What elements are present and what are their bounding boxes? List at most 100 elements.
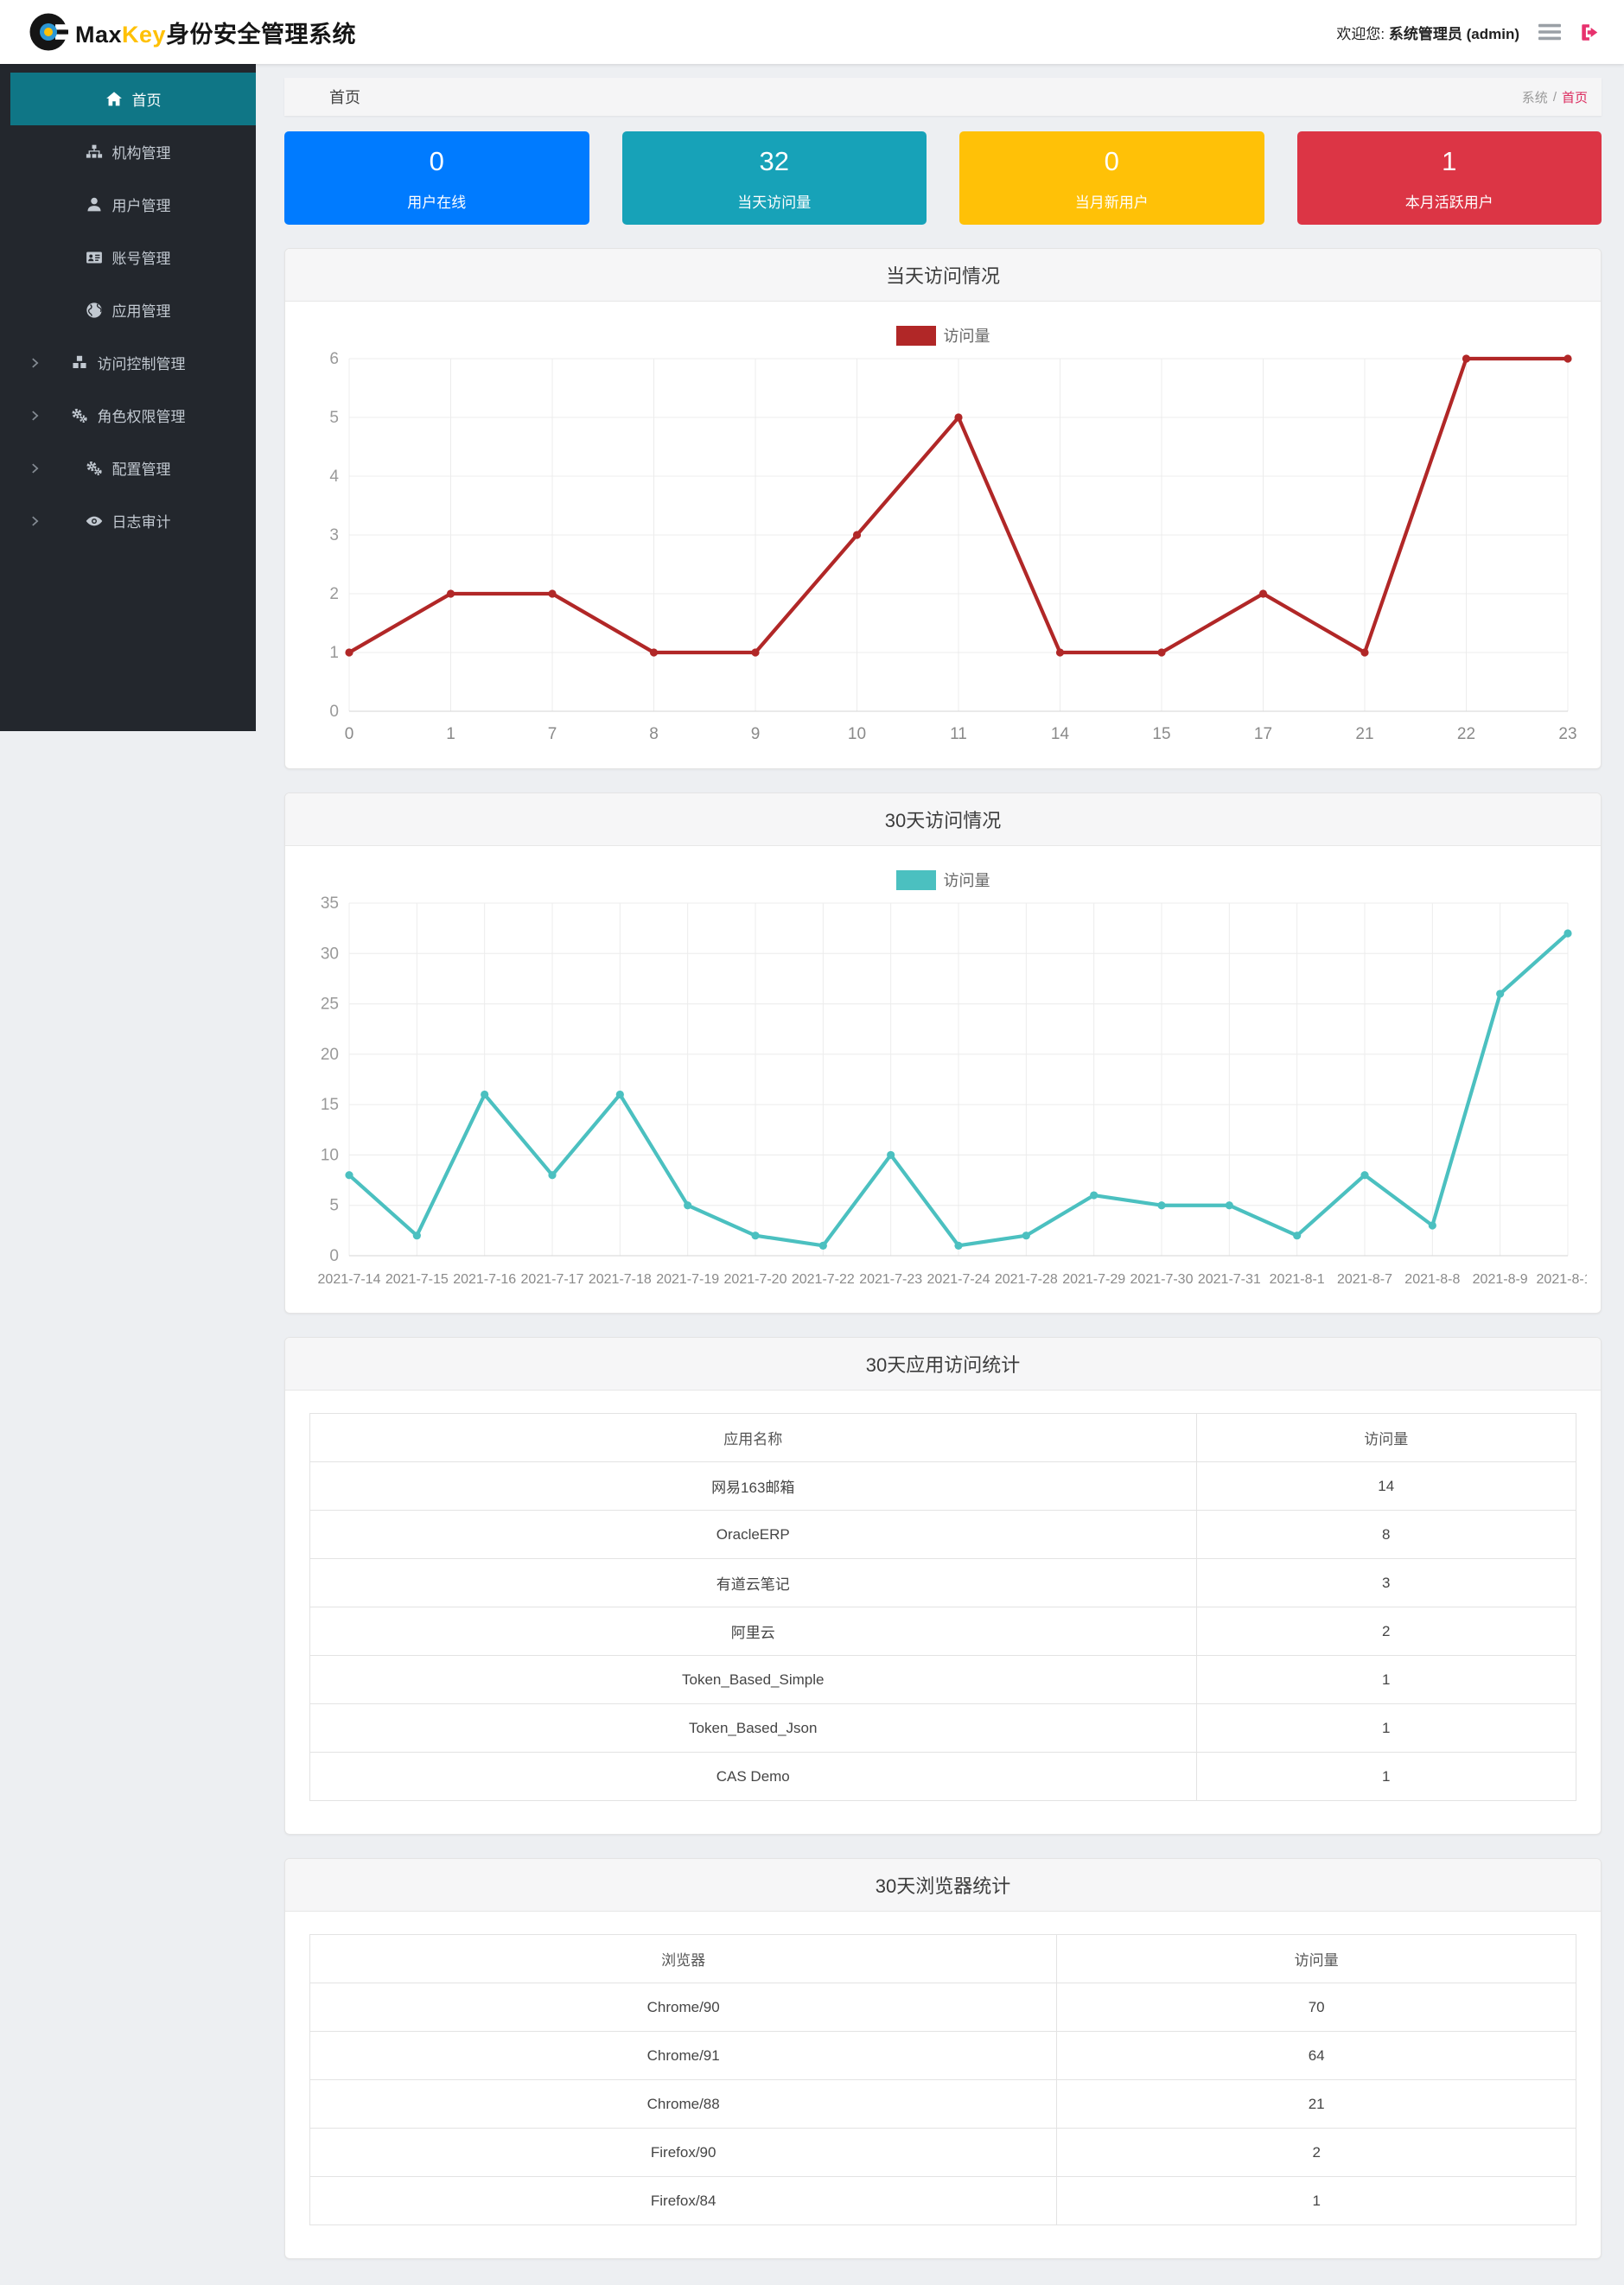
svg-text:22: 22 <box>1457 725 1475 743</box>
panel-body: 访问量 0 1 2 3 4 5 6 0 1 7 8 9 10 11 14 15 17 21 22 23 <box>285 302 1601 768</box>
browser-table: 浏览器 访问量 Chrome/90 70 Chrome/91 64 Chrome/88 21 F… <box>309 1934 1576 2225</box>
cell-visits: 1 <box>1195 1703 1576 1753</box>
brand-title: MaxKey身份安全管理系统 <box>75 16 356 49</box>
table-row: Token_Based_Simple 1 <box>309 1655 1576 1704</box>
sidebar-item-label: 首页 <box>131 92 162 109</box>
brand-title-key: Key <box>122 21 167 48</box>
svg-text:4: 4 <box>329 468 339 486</box>
svg-text:2021-7-28: 2021-7-28 <box>995 1272 1058 1287</box>
svg-text:2021-8-8: 2021-8-8 <box>1404 1272 1460 1287</box>
stat-card-month-active-users: 1 本月活跃用户 <box>1296 131 1602 225</box>
stat-label: 本月活跃用户 <box>1404 194 1493 211</box>
welcome-text: 欢迎您: 系统管理员 (admin) <box>1336 22 1519 43</box>
panel-body: 浏览器 访问量 Chrome/90 70 Chrome/91 64 Chrome/88 21 F… <box>285 1912 1601 2258</box>
svg-text:10: 10 <box>321 1146 339 1164</box>
sidebar-item-access-control[interactable]: 访问控制管理 <box>0 336 256 389</box>
svg-text:2021-7-22: 2021-7-22 <box>792 1272 855 1287</box>
cell-name: Chrome/91 <box>309 2031 1058 2080</box>
svg-text:2021-7-24: 2021-7-24 <box>927 1272 990 1287</box>
stat-value: 1 <box>1442 146 1457 176</box>
svg-text:15: 15 <box>321 1096 339 1114</box>
chevron-right-icon <box>29 515 41 526</box>
svg-text:2021-7-18: 2021-7-18 <box>589 1272 652 1287</box>
eye-icon <box>86 512 103 530</box>
svg-text:8: 8 <box>649 725 659 743</box>
svg-text:5: 5 <box>329 1197 339 1215</box>
cell-name: CAS Demo <box>309 1752 1197 1801</box>
sidebar-item-applications[interactable]: 应用管理 <box>0 283 256 336</box>
svg-text:20: 20 <box>321 1046 339 1064</box>
header-right: 欢迎您: 系统管理员 (admin) <box>1336 22 1600 43</box>
panel-header: 30天浏览器统计 <box>285 1859 1601 1912</box>
table-row: Token_Based_Json 1 <box>309 1703 1576 1753</box>
app-access-table: 应用名称 访问量 网易163邮箱 14 OracleERP 8 有道云笔记 3 阿里云 2 Toke… <box>309 1413 1576 1801</box>
svg-text:2021-7-14: 2021-7-14 <box>318 1272 381 1287</box>
svg-text:15: 15 <box>1152 725 1170 743</box>
cell-name: Chrome/90 <box>309 1983 1058 2032</box>
sidebar-item-home[interactable]: 首页 <box>10 73 256 125</box>
svg-text:2021-8-1: 2021-8-1 <box>1270 1272 1325 1287</box>
stat-value: 0 <box>429 146 444 176</box>
panel-title: 30天访问情况 <box>884 810 1002 831</box>
main-content: 首页 系统 / 首页 0 用户在线 32 当天访问量 0 当月新用户 1 本月活跃用户 当天访… <box>284 78 1602 2259</box>
column-header: 访问量 <box>1056 1934 1576 1983</box>
table-row: 有道云笔记 3 <box>309 1558 1576 1607</box>
id-card-icon <box>86 249 103 266</box>
sidebar-item-label: 访问控制管理 <box>97 356 186 372</box>
sidebar-item-label: 角色权限管理 <box>97 409 186 425</box>
svg-text:2021-8-10: 2021-8-10 <box>1537 1272 1587 1287</box>
sidebar-item-role-permission[interactable]: 角色权限管理 <box>0 389 256 442</box>
sidebar-item-audit-log[interactable]: 日志审计 <box>0 494 256 547</box>
svg-text:3: 3 <box>329 526 339 544</box>
svg-text:2021-7-31: 2021-7-31 <box>1198 1272 1261 1287</box>
table-row: CAS Demo 1 <box>309 1752 1576 1801</box>
panel-body: 访问量 0 5 10 15 20 25 30 35 2021-7-14 2021-7-15 2021… <box>285 846 1601 1313</box>
maxkey-logo-icon <box>29 12 68 52</box>
sidebar: 首页机构管理 用户管理 账号管理应用管理访问控制管理 角色权限管理 配置管理日志审计 <box>0 64 256 731</box>
svg-text:2021-7-30: 2021-7-30 <box>1130 1272 1194 1287</box>
sidebar-item-organization[interactable]: 机构管理 <box>0 125 256 178</box>
panel-app-access-stats: 30天应用访问统计 应用名称 访问量 网易163邮箱 14 OracleERP 8 有道云笔… <box>284 1337 1602 1835</box>
svg-text:2021-7-20: 2021-7-20 <box>724 1272 787 1287</box>
page-title: 首页 <box>329 89 360 106</box>
legend-swatch <box>895 869 936 890</box>
panel-title: 30天应用访问统计 <box>865 1354 1021 1376</box>
sidebar-item-label: 应用管理 <box>111 303 171 320</box>
svg-text:2021-7-23: 2021-7-23 <box>859 1272 922 1287</box>
svg-text:2021-7-16: 2021-7-16 <box>453 1272 516 1287</box>
svg-text:1: 1 <box>446 725 455 743</box>
cell-name: Token_Based_Simple <box>309 1655 1197 1704</box>
cell-visits: 1 <box>1056 2176 1576 2225</box>
hamburger-icon[interactable] <box>1538 23 1561 41</box>
stat-label: 当月新用户 <box>1074 194 1149 211</box>
cell-name: Token_Based_Json <box>309 1703 1197 1753</box>
sidebar-item-accounts[interactable]: 账号管理 <box>0 231 256 283</box>
panel-browser-stats: 30天浏览器统计 浏览器 访问量 Chrome/90 70 Chrome/91 64 Chr… <box>284 1858 1602 2259</box>
cell-visits: 1 <box>1195 1752 1576 1801</box>
stat-label: 用户在线 <box>407 194 467 211</box>
svg-text:25: 25 <box>321 996 339 1014</box>
breadcrumb-separator: / <box>1552 89 1557 105</box>
top-header: MaxKey身份安全管理系统 欢迎您: 系统管理员 (admin) <box>0 0 1624 64</box>
table-row: Chrome/90 70 <box>309 1983 1576 2032</box>
sidebar-item-configuration[interactable]: 配置管理 <box>0 442 256 494</box>
sidebar-item-users[interactable]: 用户管理 <box>0 178 256 231</box>
sidebar-item-label: 配置管理 <box>111 461 171 478</box>
svg-text:5: 5 <box>329 409 339 427</box>
svg-text:2021-7-15: 2021-7-15 <box>385 1272 449 1287</box>
cell-visits: 21 <box>1056 2079 1576 2129</box>
legend-swatch <box>895 325 936 346</box>
panel-title: 30天浏览器统计 <box>875 1875 1011 1897</box>
stat-card-online-users: 0 用户在线 <box>284 131 589 225</box>
svg-text:6: 6 <box>329 350 339 368</box>
stat-cards-row: 0 用户在线 32 当天访问量 0 当月新用户 1 本月活跃用户 <box>284 131 1602 225</box>
table-row: 阿里云 2 <box>309 1607 1576 1656</box>
column-header: 浏览器 <box>309 1934 1058 1983</box>
logout-icon[interactable] <box>1580 22 1600 42</box>
sidebar-item-label: 日志审计 <box>111 514 171 531</box>
table-row: OracleERP 8 <box>309 1510 1576 1559</box>
table-row: Firefox/90 2 <box>309 2128 1576 2177</box>
cell-visits: 2 <box>1195 1607 1576 1656</box>
cell-visits: 3 <box>1195 1558 1576 1607</box>
breadcrumb-current[interactable]: 首页 <box>1561 90 1588 105</box>
